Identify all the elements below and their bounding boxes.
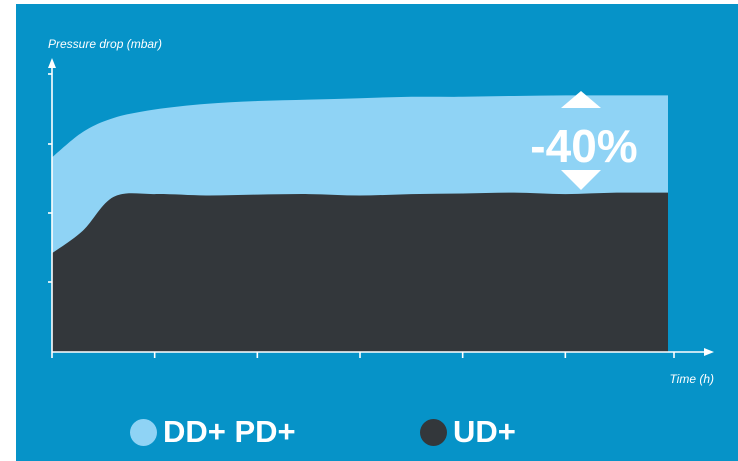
legend-dot-icon: [420, 418, 447, 446]
legend-dot-icon: [130, 418, 157, 446]
reduction-annotation: -40%: [530, 91, 638, 190]
y-axis-arrow-icon: [48, 58, 56, 68]
y-ticks: [48, 73, 52, 283]
x-ticks: [51, 352, 675, 358]
x-axis-arrow-icon: [704, 348, 714, 356]
y-axis-label: Pressure drop (mbar): [48, 37, 162, 51]
x-axis-label: Time (h): [669, 372, 714, 386]
legend-label-dd-pd: DD+ PD+: [163, 414, 296, 449]
legend-label-ud: UD+: [453, 414, 516, 449]
legend-item-dd-pd: DD+ PD+: [130, 414, 296, 450]
axes-layer: [48, 58, 714, 358]
arrow-up-icon: [561, 91, 601, 108]
legend-item-ud: UD+: [420, 414, 516, 450]
area-series-1: [52, 192, 668, 352]
reduction-label: -40%: [530, 120, 637, 172]
area-layer: [52, 95, 668, 352]
arrow-down-icon: [561, 170, 601, 190]
